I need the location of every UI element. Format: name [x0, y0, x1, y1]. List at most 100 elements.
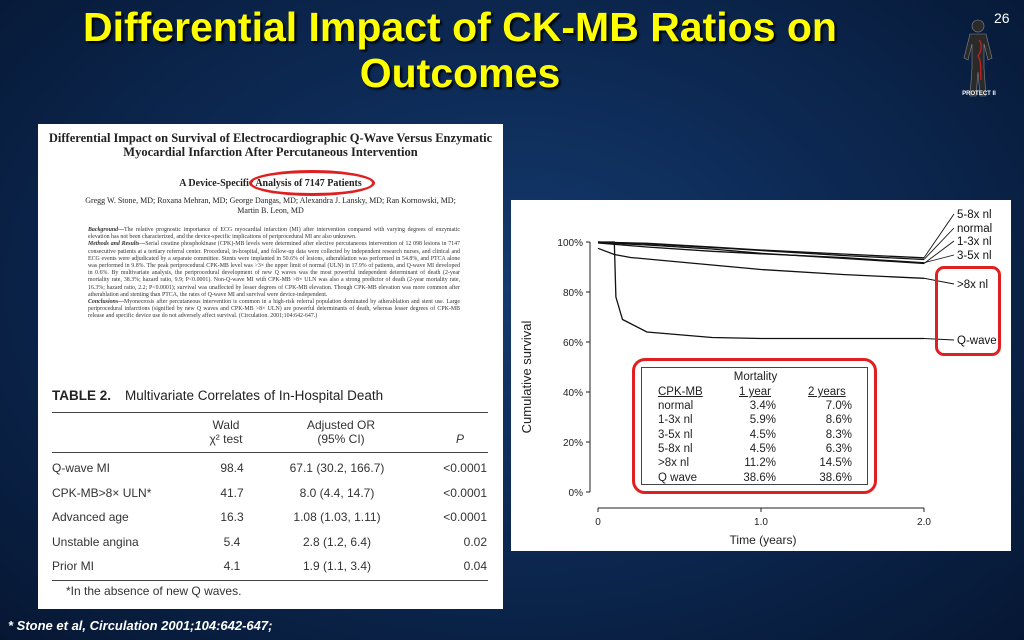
- series-label: 3-5x nl: [957, 250, 992, 262]
- mortality-row: 5-8x nl 4.5% 6.3%: [642, 443, 869, 457]
- series-label: normal: [957, 223, 992, 235]
- header-wald-1: Wald: [212, 418, 240, 432]
- row-p: 0.02: [463, 534, 487, 549]
- row-p: <0.0001: [443, 485, 487, 500]
- mortality-group: Q wave: [658, 471, 697, 484]
- row-name: Unstable angina: [52, 534, 139, 549]
- y-tick-label: 100%: [557, 238, 583, 249]
- x-tick-label: 0: [595, 517, 601, 528]
- mortality-title: Mortality: [733, 371, 778, 383]
- table-rule-header: [52, 452, 488, 453]
- abstract-background-label: Background—: [88, 227, 125, 233]
- mortality-row: 3-5x nl 4.5% 8.3%: [642, 429, 869, 443]
- logo-label: PROTECT II: [962, 91, 996, 97]
- series-leader-line: [923, 277, 955, 285]
- slide-title: Differential Impact of CK-MB Ratios on O…: [83, 4, 837, 96]
- series-line: [597, 241, 925, 261]
- series-leader-line: [923, 254, 955, 264]
- series-label: 5-8x nl: [957, 209, 992, 221]
- series-label: 1-3x nl: [957, 236, 992, 248]
- mortality-2yr: 38.6%: [819, 471, 852, 484]
- header-or-1: Adjusted OR: [306, 418, 376, 432]
- row-wald: 98.4: [220, 461, 244, 475]
- mortality-2yr: 6.3%: [825, 442, 852, 455]
- y-tick-label: 20%: [563, 438, 583, 449]
- x-tick-label: 1.0: [754, 517, 768, 528]
- mortality-1yr: 4.5%: [749, 442, 776, 455]
- series-label: Q-wave: [957, 335, 997, 347]
- x-tick-label: 2.0: [917, 517, 931, 528]
- row-or: 8.0 (4.4, 14.7): [299, 485, 375, 500]
- y-tick-label: 80%: [563, 288, 583, 299]
- mortality-1yr: 4.5%: [749, 428, 776, 441]
- series-label: >8x nl: [957, 279, 988, 291]
- y-tick-label: 40%: [563, 388, 583, 399]
- citation: * Stone et al, Circulation 2001;104:642-…: [8, 618, 273, 633]
- highlight-box-right: [935, 266, 1001, 356]
- row-wald: 4.1: [223, 559, 241, 573]
- x-axis-label: Time (years): [730, 533, 797, 547]
- header-p: P: [455, 432, 464, 446]
- mortality-2yr: 14.5%: [819, 457, 852, 470]
- row-name: Advanced age: [52, 510, 129, 524]
- table-label: TABLE 2.: [52, 388, 112, 403]
- mortality-row: >8x nl 11.2% 14.5%: [642, 457, 869, 471]
- table-row: Advanced age 16.3 1.08 (1.03, 1.11) <0.0001: [52, 505, 488, 529]
- header-wald: Wald χ² test: [196, 418, 256, 446]
- mortality-row: 1-3x nl 5.9% 8.6%: [642, 414, 869, 428]
- mortality-group: 3-5x nl: [658, 428, 693, 441]
- mortality-2yr: 7.0%: [825, 400, 852, 412]
- table-caption-text: Multivariate Correlates of In-Hospital D…: [125, 388, 384, 403]
- abstract-methods-label: Methods and Results—: [88, 241, 146, 248]
- table-rule-top: [52, 412, 488, 413]
- row-name: Prior MI: [52, 559, 94, 573]
- header-wald-2: χ² test: [209, 432, 243, 446]
- mortality-1yr: 3.4%: [749, 400, 776, 412]
- row-or: 1.08 (1.03, 1.11): [293, 510, 381, 524]
- mortality-header-1yr: 1 year: [739, 386, 771, 398]
- table-row: Prior MI 4.1 1.9 (1.1, 3.4) 0.04: [52, 554, 488, 578]
- row-p: <0.0001: [443, 461, 487, 475]
- mortality-2yr: 8.3%: [825, 428, 852, 441]
- abstract-methods: Serial creatine phosphokinase (CPK)-MB l…: [88, 241, 460, 298]
- mortality-header-2yr: 2 years: [808, 386, 846, 398]
- mortality-row: normal 3.4% 7.0%: [642, 400, 869, 414]
- slide-number: 26: [994, 10, 1010, 26]
- mortality-1yr: 38.6%: [743, 471, 776, 484]
- survival-chart-svg: 0% 20% 40% 60% 80% 100% 0 1.0 2.0 Time (years) Cum…: [519, 209, 997, 547]
- table-rule-bottom: [52, 580, 488, 581]
- series-line: [597, 241, 925, 265]
- abstract-background: The relative prognostic importance of EC…: [88, 227, 460, 241]
- row-name: Q-wave MI: [52, 461, 111, 475]
- mortality-1yr: 5.9%: [749, 414, 776, 427]
- survival-chart: 0% 20% 40% 60% 80% 100% 0 1.0 2.0 Time (years) Cum…: [511, 200, 1011, 551]
- row-wald: 16.3: [220, 510, 244, 524]
- y-tick-label: 0%: [569, 488, 584, 499]
- series-leader-line: [923, 240, 955, 264]
- mortality-table: Mortality CPK-MB 1 year 2 years normal 3.…: [641, 367, 868, 485]
- paper-title: Differential Impact on Survival of Elect…: [48, 131, 493, 159]
- row-or: 2.8 (1.2, 6.4): [302, 534, 372, 549]
- row-p: 0.04: [463, 559, 487, 573]
- mortality-group: 1-3x nl: [658, 414, 693, 427]
- mortality-group: normal: [658, 400, 694, 412]
- paper-excerpt: Differential Impact on Survival of Elect…: [38, 124, 503, 609]
- paper-authors: Gregg W. Stone, MD; Roxana Mehran, MD; G…: [85, 196, 456, 215]
- row-or: 1.9 (1.1, 3.4): [302, 559, 372, 573]
- table-row: CPK-MB>8× ULN* 41.7 8.0 (4.4, 14.7) <0.0001: [52, 481, 488, 505]
- mortality-highlight-box: Mortality CPK-MB 1 year 2 years normal 3.…: [632, 358, 877, 494]
- table-row: Unstable angina 5.4 2.8 (1.2, 6.4) 0.02: [52, 530, 488, 554]
- y-tick-label: 60%: [563, 338, 583, 349]
- abstract-conclusions: Myonecrosis after percutaneous intervent…: [88, 299, 460, 320]
- mortality-1yr: 11.2%: [744, 457, 776, 470]
- row-wald: 41.7: [220, 485, 244, 500]
- row-or: 67.1 (30.2, 166.7): [289, 461, 385, 475]
- mortality-row: Q wave 38.6% 38.6%: [642, 472, 869, 486]
- table-caption: TABLE 2. Multivariate Correlates of In-Ho…: [52, 388, 383, 403]
- header-or-2: (95% CI): [317, 432, 365, 446]
- protect-logo-icon: [963, 19, 993, 97]
- series-leader-line: [923, 227, 955, 260]
- table-footnote: *In the absence of new Q waves.: [66, 584, 242, 598]
- series-leader-line: [923, 338, 955, 341]
- row-name: CPK-MB>8× ULN*: [52, 485, 152, 500]
